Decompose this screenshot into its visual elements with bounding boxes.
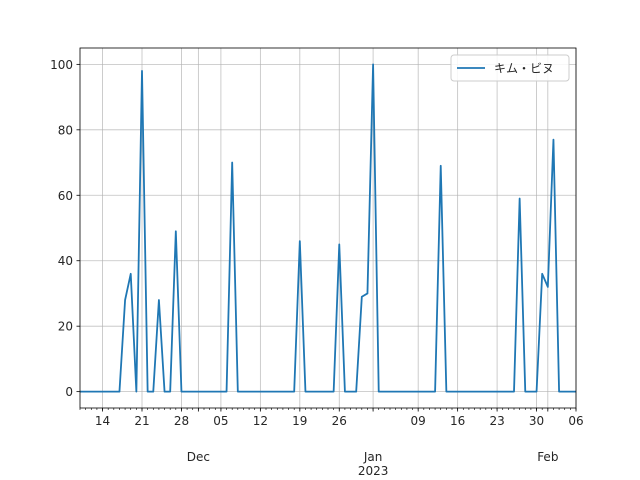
y-axis: 0 20 40 60 80 100: [50, 58, 80, 399]
x-tick-label: 16: [450, 414, 465, 428]
x-tick-label: 21: [134, 414, 149, 428]
legend-box: [450, 54, 570, 82]
plot-background: [80, 48, 576, 408]
y-tick-label: 40: [58, 254, 73, 268]
y-tick-label: 0: [65, 385, 73, 399]
x-tick-label: 14: [95, 414, 110, 428]
x-tick-label: 26: [332, 414, 347, 428]
x-tick-label: 19: [292, 414, 307, 428]
x-tick-label: 06: [568, 414, 583, 428]
x-year-label: 2023: [358, 464, 389, 478]
x-tick-label: 30: [529, 414, 544, 428]
x-tick-label: 28: [174, 414, 189, 428]
y-tick-label: 60: [58, 189, 73, 203]
y-tick-label: 20: [58, 320, 73, 334]
series-layer: [80, 63, 576, 393]
legend-label: キム・ビヌ: [494, 62, 554, 76]
y-tick-label: 100: [50, 58, 73, 72]
x-tick-label: 09: [411, 414, 426, 428]
x-tick-label: 05: [213, 414, 228, 428]
series-line-0: [80, 63, 576, 393]
legend: キム・ビヌ: [450, 54, 570, 82]
x-tick-label: 12: [253, 414, 268, 428]
x-tick-label: 23: [489, 414, 504, 428]
x-month-label: Jan: [363, 450, 383, 464]
y-tick-label: 80: [58, 123, 73, 137]
x-month-label: Feb: [537, 450, 558, 464]
x-month-label: Dec: [187, 450, 210, 464]
